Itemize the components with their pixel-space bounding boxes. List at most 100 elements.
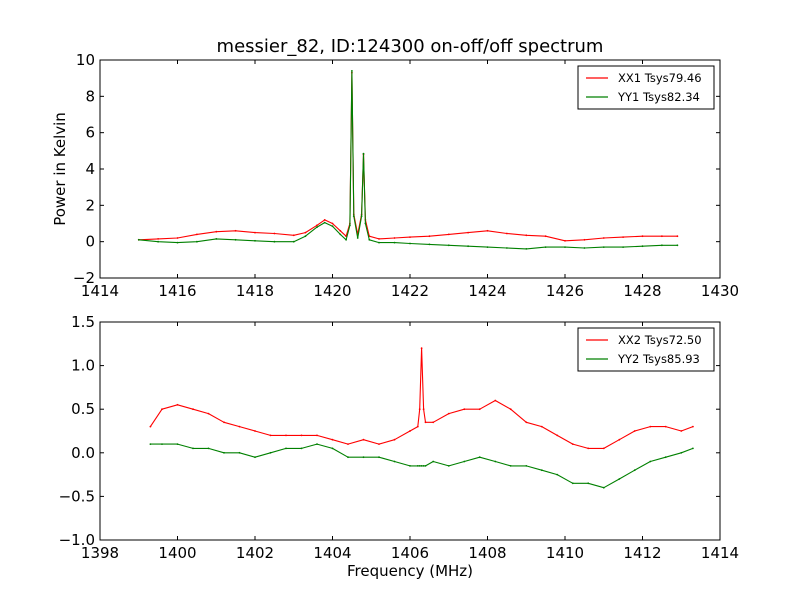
data-point [269,434,272,437]
data-point [176,403,179,406]
x-tick-label: 1422 [391,282,429,300]
y-tick-label: 0 [85,233,95,251]
data-point [692,447,694,450]
bottom-chart-panel: 1398 1400 1402 1404 1406 1408 1410 1412 1414 −1.0… [59,313,740,562]
data-point [192,447,194,450]
bottom-x-axis-label: Frequency (MHz) [347,562,473,580]
y-tick-label: 4 [85,160,95,178]
data-point [409,465,411,467]
data-point [351,70,353,72]
data-point [347,456,349,459]
data-point [356,237,359,239]
data-point [544,235,547,238]
data-point [602,447,605,450]
data-point [176,237,179,239]
legend-box [577,65,715,110]
data-point [564,239,566,242]
data-point [571,443,574,445]
data-point [664,456,667,459]
data-point [196,233,198,236]
x-tick-label: 1424 [468,282,506,300]
data-point [254,231,256,234]
data-point [692,425,694,428]
data-point [300,434,303,437]
data-point [478,456,481,459]
data-point [316,224,318,227]
top-y-axis-label: Power in Kelvin [51,112,69,226]
top-chart-panel: 1414 1416 1418 1420 1422 1424 1426 1428 1430 −2 0 2… [73,51,739,300]
data-point [509,465,512,467]
data-point [618,438,621,441]
x-tick-label: 1408 [468,544,506,562]
x-tick-label: 1398 [81,544,119,562]
data-point [525,421,528,424]
data-point [564,246,566,249]
data-point [540,425,543,428]
data-point [149,425,152,428]
data-point [234,229,237,232]
x-tick-label: 1428 [623,282,661,300]
data-point [238,451,241,454]
y-tick-label: 0.0 [71,444,95,462]
data-point [494,460,497,463]
legend-label-1: YY1 Tsys82.34 [617,90,700,104]
data-point [432,421,435,424]
data-point [447,465,450,467]
series-group [149,347,694,489]
data-point [347,443,349,445]
data-point [285,434,287,437]
data-point [428,235,431,238]
y-tick-label: 6 [85,124,95,142]
data-point [292,234,295,237]
data-point [467,231,469,234]
data-point [583,247,586,249]
data-point [509,408,512,411]
data-point [463,460,466,463]
data-point [304,231,307,234]
data-point [420,347,423,350]
x-tick-label: 1400 [158,544,196,562]
data-point [368,238,371,241]
data-point [292,240,295,243]
data-point [300,447,303,450]
x-tick-label: 1416 [158,282,196,300]
data-point [360,215,363,218]
data-point [424,421,427,424]
data-point [215,238,218,240]
data-point [587,447,590,450]
x-tick-label: 1418 [236,282,274,300]
data-point [254,456,256,459]
data-point [602,486,605,489]
legend-label-1: YY2 Tsys85.93 [617,352,700,366]
x-tick-label: 1414 [701,544,739,562]
data-point [506,247,508,249]
data-point [622,236,624,239]
data-point [409,236,411,239]
data-point [223,451,225,454]
data-point [339,229,342,232]
data-point [269,451,272,454]
data-point [416,465,419,467]
data-point [486,246,489,249]
data-point [316,443,318,445]
data-point [664,425,667,428]
y-tick-label: −1.0 [59,531,95,549]
data-point [680,451,683,454]
data-point [447,244,450,247]
data-point [149,443,152,445]
x-tick-label: 1402 [236,544,274,562]
x-tick-label: 1404 [313,544,351,562]
data-point [602,246,605,249]
data-point [223,421,225,424]
data-point [161,443,163,445]
x-tick-label: 1420 [313,282,351,300]
y-tick-label: 1.5 [71,313,95,331]
x-tick-label: 1430 [701,282,739,300]
data-point [157,238,160,240]
y-tick-label: −2 [73,269,95,287]
data-point [393,460,396,463]
data-point [196,240,198,243]
data-point [393,237,396,239]
data-point [323,221,326,224]
